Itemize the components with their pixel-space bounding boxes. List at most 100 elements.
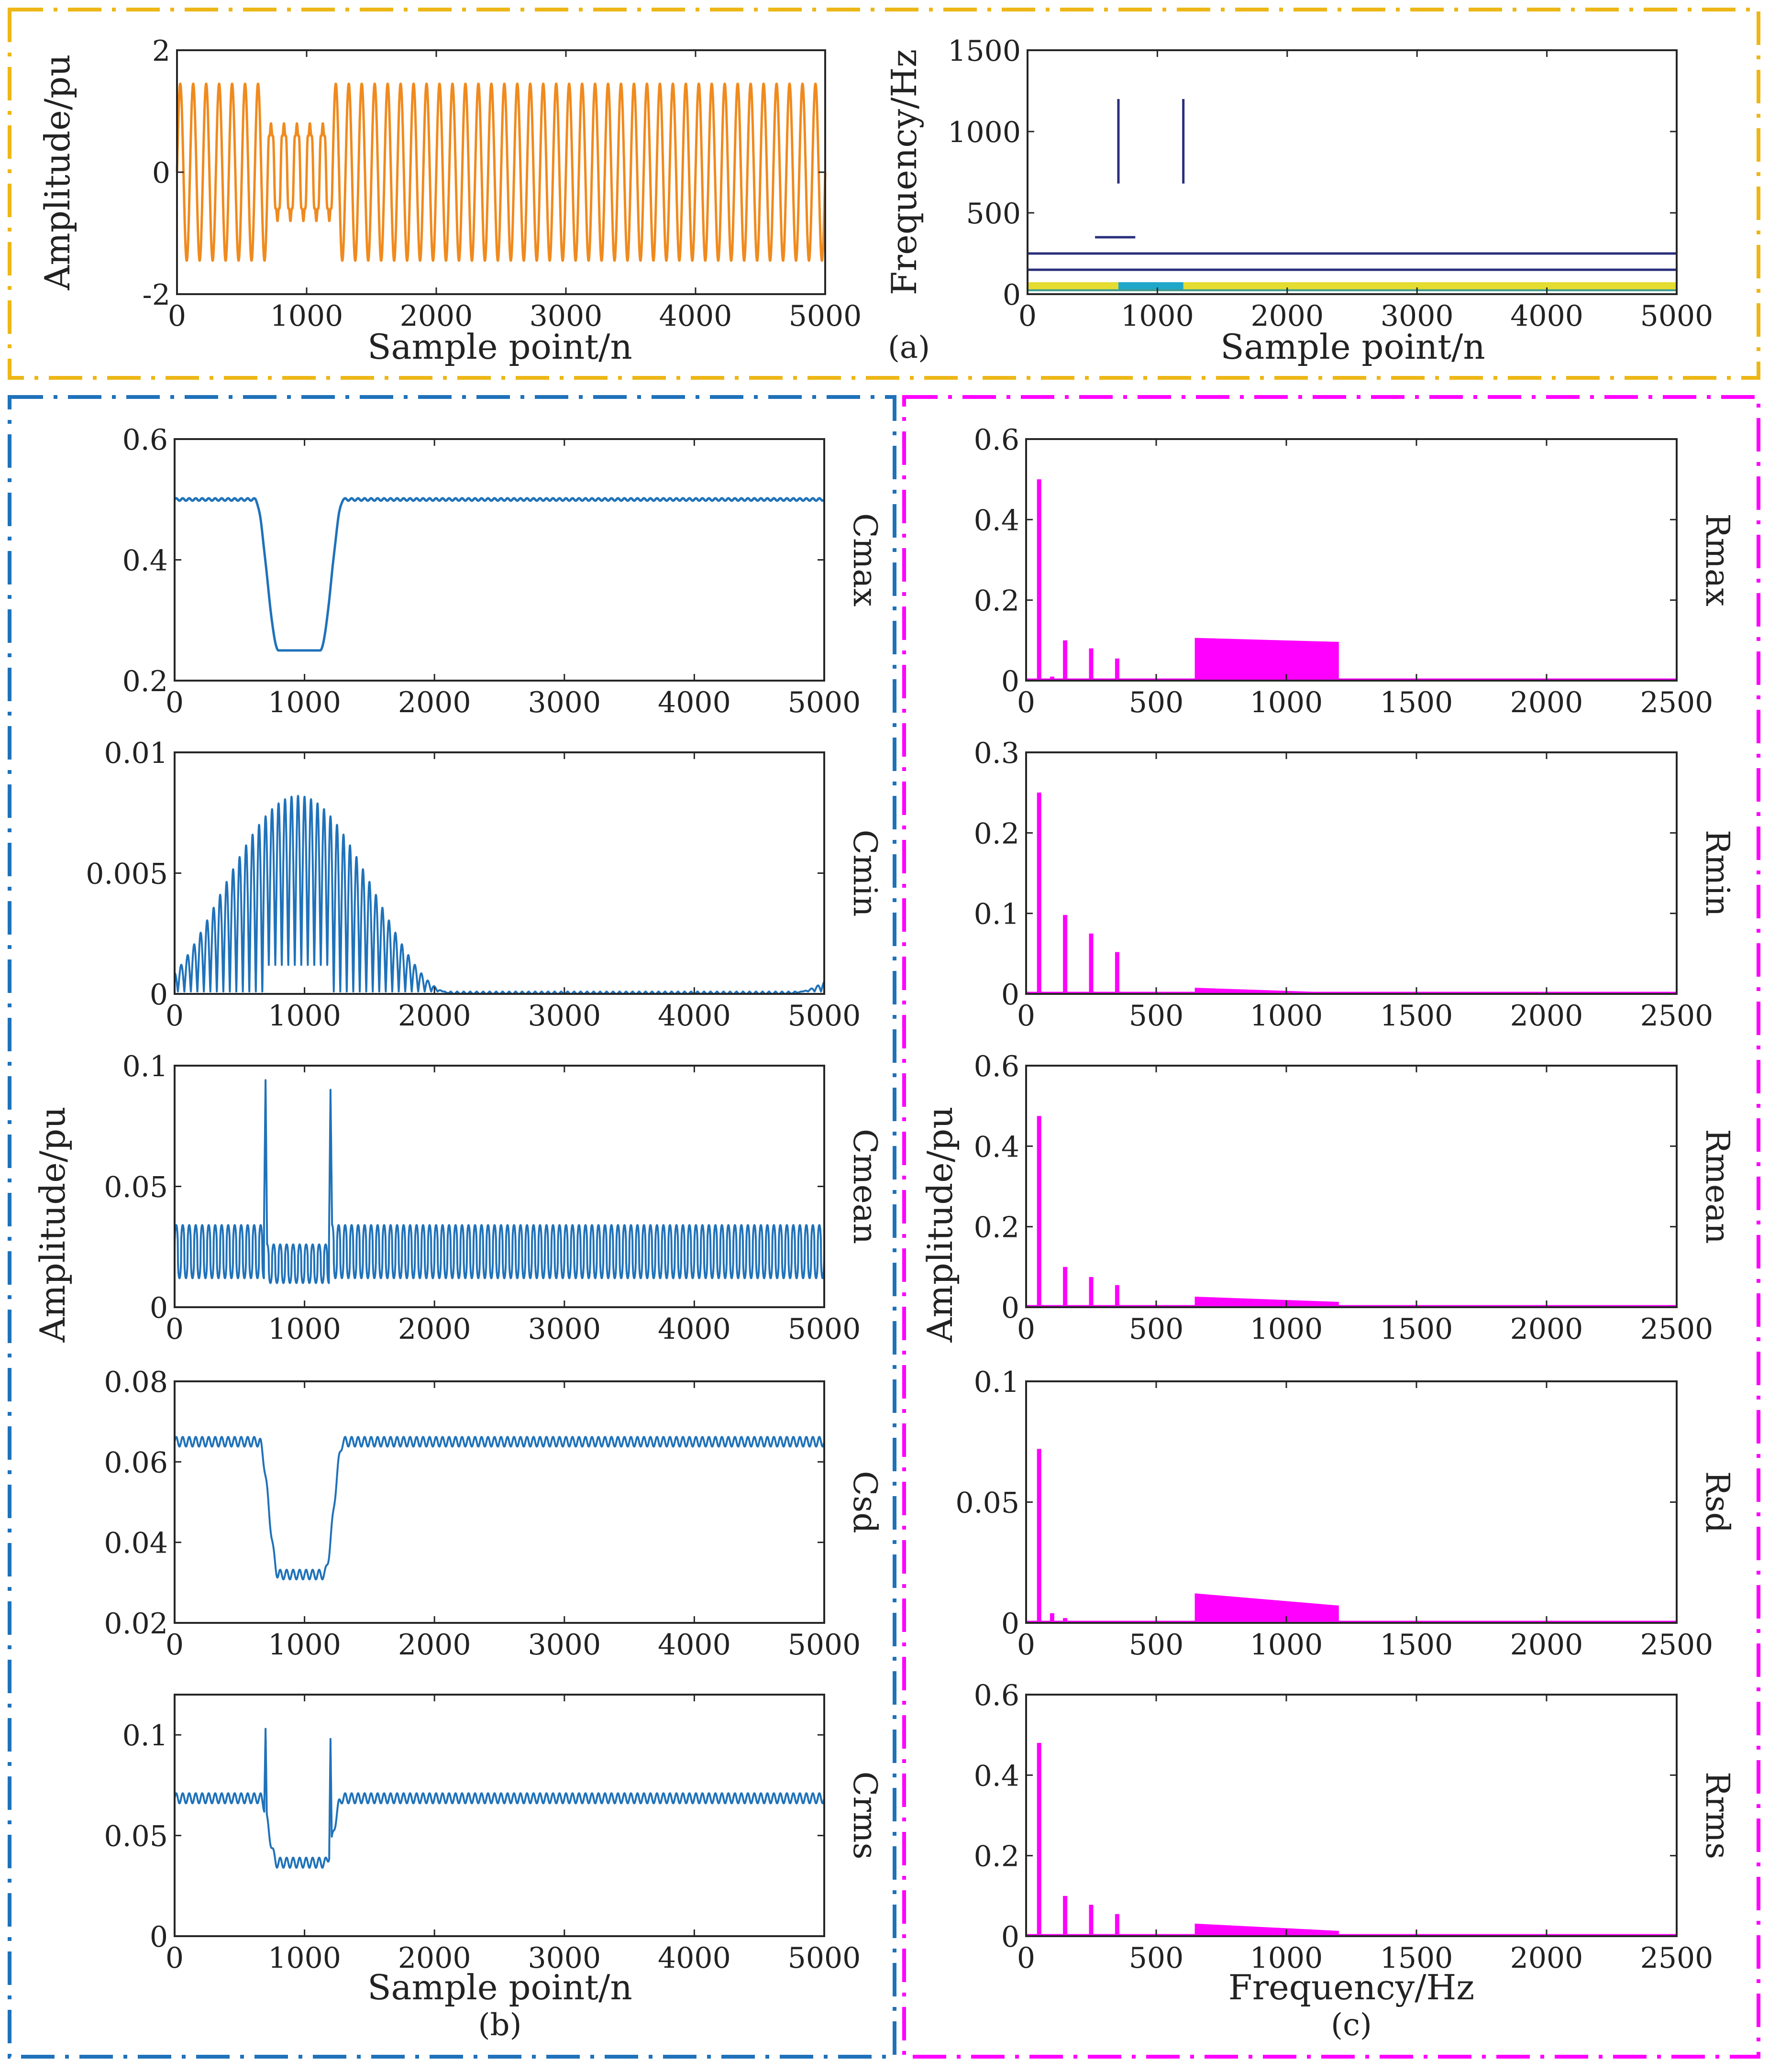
y-tick-label: 0.1 [974,898,1019,931]
y-tick-label: 0 [150,978,168,1012]
y-tick-label: 0.2 [974,1840,1019,1874]
series-label: Rmin [1698,830,1736,916]
y-tick-label: 0.1 [122,1719,168,1752]
ylabel-b: Amplitude/pu [33,1106,73,1343]
x-tick-label: 1500 [1380,999,1453,1033]
x-tick-label: 0 [168,299,186,333]
x-tick-label: 500 [1129,686,1184,719]
plot-area [174,1079,825,1284]
x-tick-label: 0 [166,1941,184,1975]
ylabel-a1: Amplitude/pu [37,54,77,290]
y-tick-label: 0.6 [974,423,1019,457]
chart-c-rmean: 0 500 1000 1500 2000 2500 0 0.2 0.4 0.6 Rmean [974,1050,1736,1346]
x-tick-label: 2000 [1510,1941,1583,1975]
series-label: Rmax [1698,513,1736,606]
csd-line [174,1436,825,1581]
y-tick-label: 2 [152,34,170,68]
chart-b-crms: 0 1000 2000 3000 4000 5000 0 0.05 0.1 Crms [104,1694,884,1975]
y-tick-label: 0.005 [86,858,168,891]
series-label: Cmax [846,513,884,606]
panel-label-b: (b) [478,2007,522,2043]
y-tick-label: 0.05 [104,1820,168,1853]
x-tick-label: 2500 [1640,1628,1714,1662]
x-tick-label: 0 [1017,686,1035,719]
plot-area [174,1728,825,1869]
x-tick-label: 0 [1017,999,1035,1033]
y-tick-label: 0.2 [974,1211,1019,1245]
x-tick-label: 0 [166,1312,184,1346]
chart-c-rmin: 0 500 1000 1500 2000 2500 0 0.1 0.2 0.3 Rmin [974,737,1736,1033]
plot-area [174,1436,825,1581]
axes-box [174,1380,825,1624]
plot-area [1026,479,1677,681]
axes-box [174,751,825,995]
y-tick-label: 0.2 [974,584,1019,618]
y-tick-label: 0.05 [955,1487,1019,1520]
x-tick-label: 1000 [268,1312,341,1346]
plot-area [1028,99,1677,291]
xlabel-b: Sample point/n [367,1967,632,2007]
x-tick-label: 4000 [658,1941,731,1975]
y-tick-label: 0.6 [974,1050,1019,1083]
plot-area [1026,1449,1677,1623]
cmean-line [174,1079,825,1284]
y-tick-label: 0.6 [122,423,168,457]
axes-box [1025,1380,1678,1624]
x-tick-label: 2000 [398,686,471,719]
y-tick-label: 0.04 [104,1527,168,1560]
x-tick-label: 1000 [1250,1628,1323,1662]
y-tick-label: 0 [1001,1920,1019,1954]
x-tick-label: 4000 [658,1312,731,1346]
x-tick-label: 2500 [1640,1312,1714,1346]
x-tick-label: 1500 [1380,1312,1453,1346]
y-tick-label: 0.06 [104,1446,168,1479]
series-label: Rmean [1698,1129,1736,1244]
signal-line [176,82,827,262]
spectrum-block [1194,1593,1339,1623]
x-tick-label: 3000 [528,1941,601,1975]
x-tick-label: 2000 [1510,1312,1583,1346]
y-tick-label: 0.4 [974,1759,1019,1793]
chart-c-rrms: 0 500 1000 1500 2000 2500 0 0.2 0.4 0.6 Rrms [974,1679,1736,1975]
x-tick-label: 2000 [398,999,471,1033]
plot-area [1026,793,1677,994]
series-label: Rrms [1698,1772,1736,1859]
series-label: Rsd [1698,1471,1736,1533]
spectrum-block [1194,638,1339,681]
x-tick-label: 2000 [398,1312,471,1346]
plot-area [1026,1743,1677,1937]
y-tick-label: 0 [150,1920,168,1954]
xlabel-a1: Sample point/n [367,327,632,367]
x-tick-label: 1000 [268,1941,341,1975]
x-tick-label: 2000 [1250,299,1324,333]
x-tick-label: 5000 [788,999,861,1033]
x-tick-label: 1000 [1250,1941,1323,1975]
x-tick-label: 1000 [268,999,341,1033]
chart-b-cmax: 0 1000 2000 3000 4000 5000 0.2 0.4 0.6 Cmax [122,423,884,719]
cmin-line [174,794,825,995]
chart-c-rmax: 0 500 1000 1500 2000 2500 0 0.2 0.4 0.6 Rmax [974,423,1736,719]
x-tick-label: 1500 [1380,1628,1453,1662]
x-tick-label: 1000 [1250,686,1323,719]
x-tick-label: 2000 [398,1628,471,1662]
x-tick-label: 5000 [788,686,861,719]
x-tick-label: 5000 [788,1312,861,1346]
x-tick-label: 5000 [788,1941,861,1975]
y-tick-label: 0 [1001,665,1019,698]
x-tick-label: 0 [166,999,184,1033]
y-tick-label: 0 [1001,1607,1019,1641]
axes-box [1025,438,1678,682]
x-tick-label: 3000 [1381,299,1454,333]
y-tick-label: 1000 [948,116,1021,149]
x-tick-label: 500 [1129,1941,1184,1975]
x-tick-label: 4000 [658,686,731,719]
y-tick-label: 0.3 [974,737,1019,770]
y-tick-label: 0.01 [104,737,168,770]
x-tick-label: 0 [1017,1628,1035,1662]
y-tick-label: 0.4 [974,1130,1019,1164]
chart-a-time-signal: 0 1000 2000 3000 4000 5000-202 [143,34,862,333]
plot-area [176,82,827,262]
x-tick-label: 2000 [1510,999,1583,1033]
x-tick-label: 2000 [1510,686,1583,719]
group-a-border [8,8,1760,380]
